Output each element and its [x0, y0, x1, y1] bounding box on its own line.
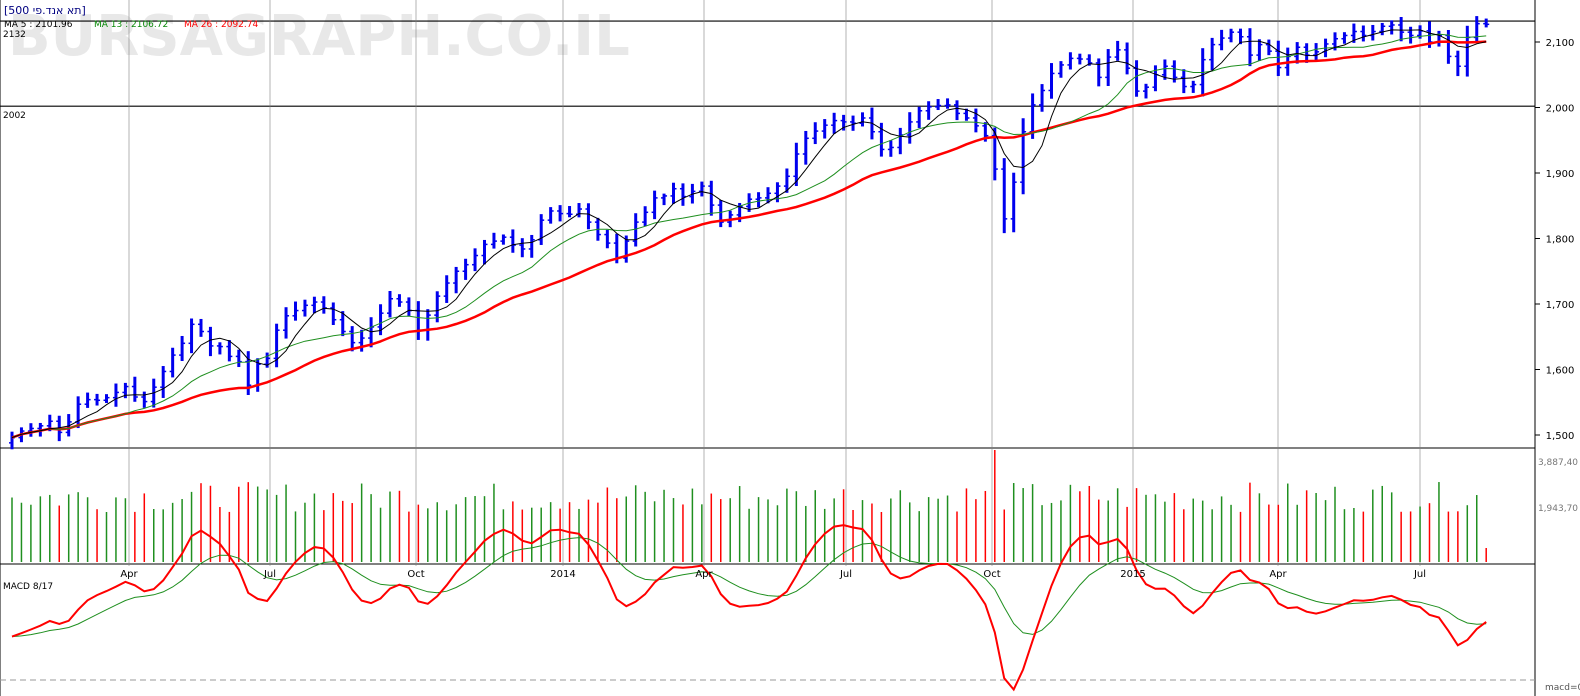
ma13-line [11, 33, 1487, 439]
ref-label-mid: 2002 [3, 111, 26, 121]
axis-labels: Apr Jul Oct 2014 Apr Jul Oct 2015 Apr Jul 1,500 1,6… [120, 38, 1578, 580]
watermark: BURSAGRAPH.CO.IL [8, 4, 630, 69]
ma26-label: MA 26 : 2092.74 [184, 20, 258, 30]
x-tick-label: 2014 [550, 569, 575, 580]
ma5-line [11, 29, 1487, 439]
y-tick-label: 2,000 [1546, 104, 1575, 115]
volume-tick-label: 1,943,70 [1538, 504, 1578, 514]
price-panel [9, 16, 1490, 450]
y-tick-label: 1,600 [1546, 366, 1575, 377]
symbol-title: [תא אנד.פי 500] [4, 4, 86, 17]
x-tick-label: Oct [407, 569, 424, 580]
ref-label-top: 2132 [3, 30, 26, 40]
macd-zero-label: macd=0 [1545, 683, 1580, 693]
y-tick-label: 1,700 [1546, 300, 1575, 311]
grid-lines [0, 0, 1536, 696]
ma26-line [11, 40, 1487, 439]
macd-panel [0, 524, 1535, 692]
y-tick-label: 1,900 [1546, 169, 1575, 180]
macd-signal-line [11, 537, 1487, 638]
macd-line [11, 524, 1487, 692]
x-tick-label: Apr [120, 569, 138, 580]
y-tick-label: 1,800 [1546, 235, 1575, 246]
x-tick-label: Oct [983, 569, 1000, 580]
x-tick-label: Apr [695, 569, 713, 580]
ma5-label: MA 5 : 2101.96 [4, 20, 73, 30]
x-tick-label: Apr [1269, 569, 1287, 580]
x-tick-label: 2015 [1120, 569, 1145, 580]
macd-title: MACD 8/17 [3, 582, 53, 592]
y-tick-label: 2,100 [1546, 38, 1575, 49]
y-tick-label: 1,500 [1546, 431, 1575, 442]
x-tick-label: Jul [263, 569, 276, 580]
volume-tick-label: 3,887,40 [1538, 458, 1578, 468]
ma13-label: MA 13 : 2106.72 [94, 20, 168, 30]
x-tick-label: Jul [839, 569, 852, 580]
x-tick-label: Jul [1413, 569, 1426, 580]
